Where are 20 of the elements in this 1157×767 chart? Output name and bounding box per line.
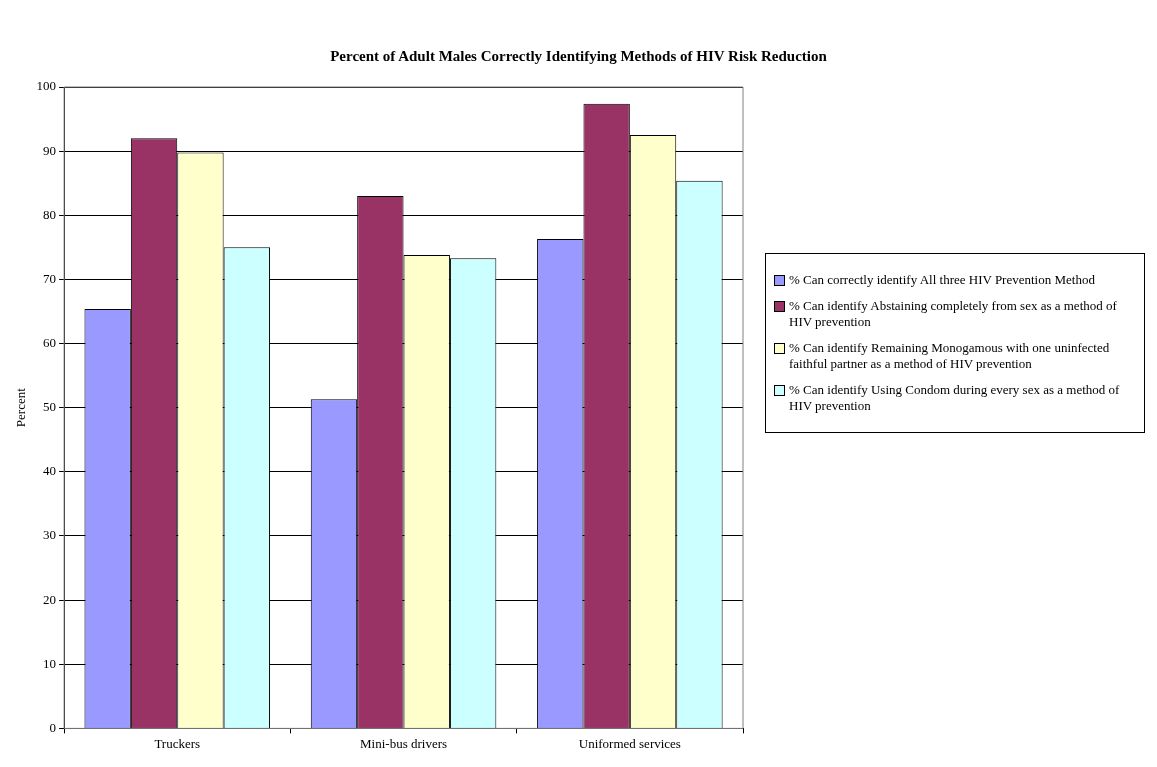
x-tick-label: Truckers [154, 735, 201, 751]
y-tick-label: 0 [49, 719, 57, 735]
y-tick-label: 40 [43, 463, 57, 479]
y-tick-label: 30 [43, 527, 57, 543]
legend-label: % Can identify Using Condom during every sex as a method of HIV prevention [789, 382, 1121, 414]
chart-title: Percent of Adult Males Correctly Identifying Methods of HIV Risk Reduction [329, 48, 828, 65]
y-tick-label: 60 [43, 334, 57, 350]
y-tick-label: 20 [43, 591, 57, 607]
y-tick-label: 70 [43, 270, 57, 286]
y-tick-label: 10 [43, 655, 57, 671]
legend-label: % Can identify Abstaining completely from sex as a method of HIV prevention [789, 298, 1118, 330]
x-tick-label: Uniformed services [578, 735, 681, 751]
y-tick-label: 80 [43, 206, 57, 222]
y-tick-label: 50 [43, 399, 57, 415]
y-axis-title: Percent [13, 387, 29, 428]
y-tick-label: 100 [36, 78, 57, 94]
legend-label: % Can correctly identify All three HIV Prevention Method [789, 272, 1095, 288]
legend-label: % Can identify Remaining Monogamous with one uninfected faithful partner as a method of HIV prevention [789, 340, 1111, 372]
y-tick-label: 90 [43, 142, 57, 158]
x-tick-label: Mini-bus drivers [360, 735, 448, 751]
